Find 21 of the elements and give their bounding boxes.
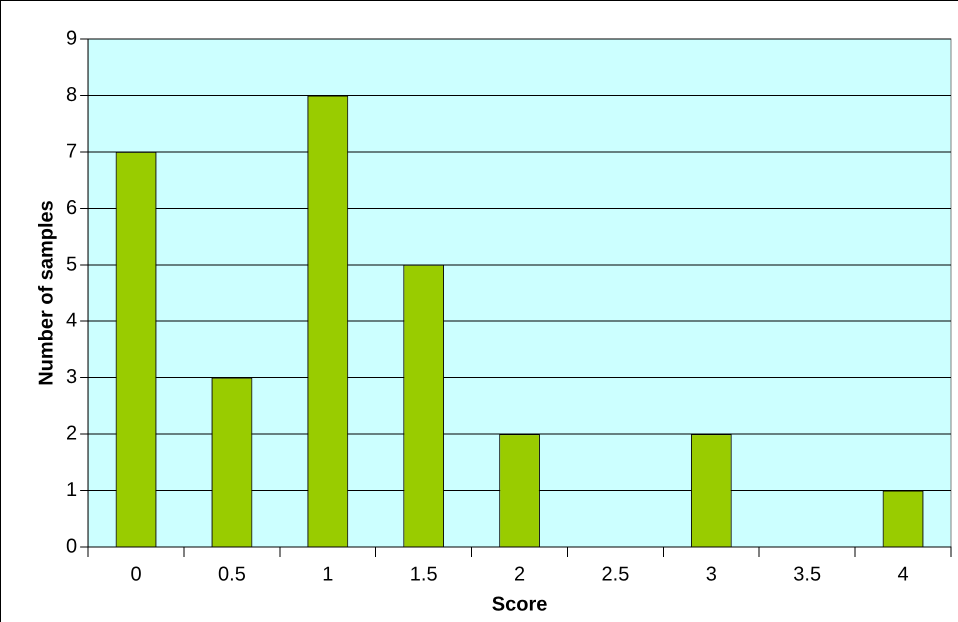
y-tick-label: 6: [66, 196, 78, 219]
y-tick-label: 0: [66, 536, 78, 558]
y-tick-label: 8: [66, 84, 78, 106]
x-tick-label: 1: [322, 564, 334, 586]
y-tick-label: 4: [66, 310, 78, 332]
x-tick-label: 2: [514, 564, 526, 586]
y-tick-label: 5: [66, 253, 78, 276]
y-tick-label: 7: [66, 140, 78, 162]
y-axis-title: Number of samples: [36, 200, 58, 386]
x-axis-title: Score: [492, 594, 548, 616]
x-tick-label: 0.5: [218, 564, 246, 586]
y-tick-label: 2: [66, 422, 78, 445]
x-tick-label: 3: [706, 564, 717, 586]
y-tick-label: 9: [66, 28, 78, 50]
x-tick-label: 2.5: [602, 564, 630, 586]
y-tick-label: 3: [66, 366, 78, 388]
x-tick-label: 0: [130, 564, 142, 586]
y-tick-label: 1: [66, 479, 78, 502]
x-tick-label: 3.5: [793, 564, 822, 586]
x-tick-label: 4: [898, 564, 909, 586]
x-tick-label: 1.5: [410, 564, 438, 586]
